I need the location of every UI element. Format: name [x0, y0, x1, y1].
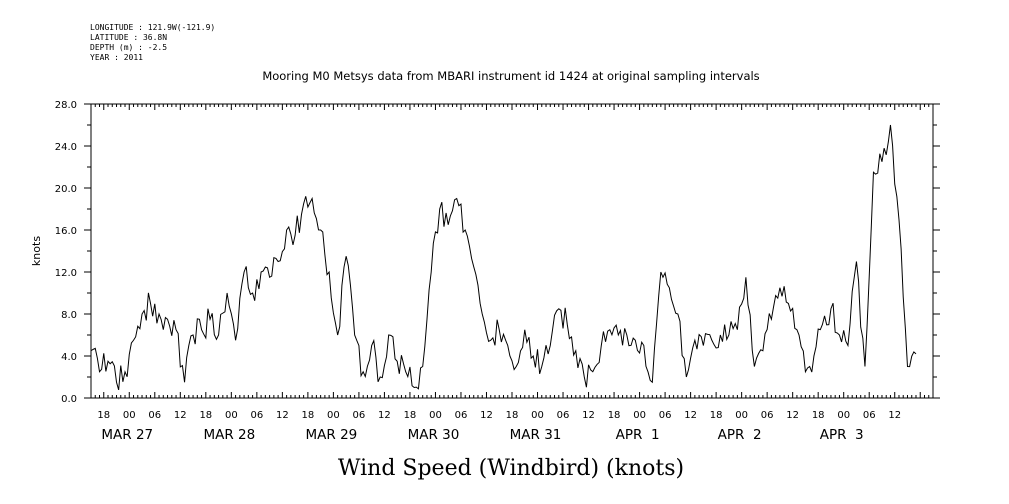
x-tick-label: 12: [276, 410, 289, 421]
x-day-label: APR 3: [820, 427, 864, 443]
x-tick-label: 00: [837, 410, 850, 421]
x-tick-label: 00: [735, 410, 748, 421]
x-day-label: APR 1: [616, 427, 660, 443]
x-day-label: MAR 29: [306, 427, 358, 443]
x-tick-label: 18: [404, 410, 417, 421]
y-tick-label: 20.0: [55, 184, 77, 195]
y-tick-label: 12.0: [55, 268, 77, 279]
axis-ticks: [84, 103, 940, 399]
x-tick-label: 00: [633, 410, 646, 421]
x-day-label: APR 2: [718, 427, 762, 443]
chart-title: Mooring M0 Metsys data from MBARI instru…: [262, 69, 759, 83]
x-tick-label: 12: [786, 410, 799, 421]
x-tick-label: 06: [761, 410, 774, 421]
x-tick-label: 00: [123, 410, 136, 421]
x-tick-label: 18: [302, 410, 315, 421]
tick-marks: [84, 103, 940, 399]
x-tick-label: 18: [812, 410, 825, 421]
plot-frame: [90, 103, 934, 399]
x-tick-label: 06: [148, 410, 161, 421]
x-axis-label: Wind Speed (Windbird) (knots): [338, 456, 684, 481]
x-tick-label: 06: [557, 410, 570, 421]
x-tick-label: 18: [97, 410, 110, 421]
meta-depth: DEPTH (m) : -2.5: [90, 43, 167, 52]
x-tick-label: 06: [455, 410, 468, 421]
y-tick-label: 0.0: [61, 394, 77, 405]
x-tick-label: 18: [608, 410, 621, 421]
x-tick-labels: 18 00 06 12 18 00 06 12 18 00 06 12 18 00 06 12 18 00 06 12…: [97, 410, 901, 421]
x-tick-label: 06: [250, 410, 263, 421]
x-tick-label: 00: [429, 410, 442, 421]
y-tick-label: 24.0: [55, 142, 77, 153]
x-tick-label: 12: [174, 410, 187, 421]
y-tick-label: 16.0: [55, 226, 77, 237]
x-tick-label: 00: [327, 410, 340, 421]
meta-year: YEAR : 2011: [90, 53, 143, 62]
x-tick-label: 18: [199, 410, 212, 421]
y-tick-label: 28.0: [55, 100, 77, 111]
x-day-label: MAR 30: [408, 427, 460, 443]
x-tick-label: 06: [863, 410, 876, 421]
meta-longitude: LONGITUDE : 121.9W(-121.9): [90, 23, 215, 32]
metadata-block: LONGITUDE : 121.9W(-121.9) LATITUDE : 36…: [90, 23, 215, 62]
x-day-label: MAR 27: [101, 427, 153, 443]
x-tick-label: 12: [888, 410, 901, 421]
x-day-labels: MAR 27 MAR 28 MAR 29 MAR 30 MAR 31 APR 1 APR 2…: [101, 427, 863, 443]
y-axis-label: knots: [30, 236, 43, 266]
x-day-label: MAR 31: [510, 427, 562, 443]
x-tick-label: 06: [659, 410, 672, 421]
x-tick-label: 18: [506, 410, 519, 421]
y-tick-labels: 0.0 4.0 8.0 12.0 16.0 20.0 24.0 28.0: [55, 100, 77, 405]
x-tick-label: 12: [582, 410, 595, 421]
x-tick-label: 00: [225, 410, 238, 421]
x-tick-label: 12: [378, 410, 391, 421]
x-tick-label: 12: [480, 410, 493, 421]
meta-latitude: LATITUDE : 36.8N: [90, 33, 167, 42]
y-tick-label: 8.0: [61, 310, 77, 321]
x-tick-label: 00: [531, 410, 544, 421]
x-day-label: MAR 28: [203, 427, 255, 443]
x-tick-label: 06: [353, 410, 366, 421]
series-line-wind-speed: [90, 124, 917, 391]
y-tick-label: 4.0: [61, 352, 77, 363]
x-tick-label: 12: [684, 410, 697, 421]
x-tick-label: 18: [710, 410, 723, 421]
